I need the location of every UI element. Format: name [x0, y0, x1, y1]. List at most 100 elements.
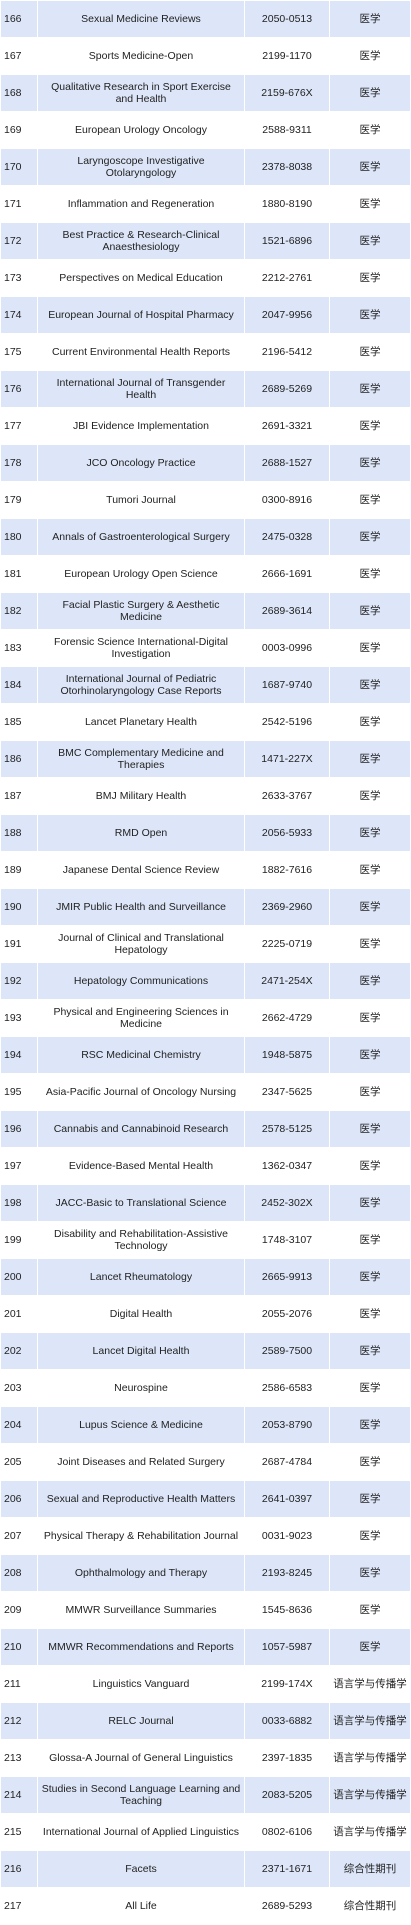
row-number: 195	[0, 1073, 38, 1111]
category: 医学	[329, 814, 411, 852]
table-row: 206 Sexual and Reproductive Health Matter…	[0, 1480, 411, 1518]
journal-title: International Journal of Transgender Hea…	[37, 370, 245, 408]
row-number: 168	[0, 74, 38, 112]
issn: 2397-1835	[244, 1739, 330, 1777]
issn: 2347-5625	[244, 1073, 330, 1111]
category: 医学	[329, 1147, 411, 1185]
journal-title: Facets	[37, 1850, 245, 1888]
journal-title: Asia-Pacific Journal of Oncology Nursing	[37, 1073, 245, 1111]
row-number: 169	[0, 111, 38, 149]
issn: 1545-8636	[244, 1591, 330, 1629]
table-row: 207 Physical Therapy & Rehabilitation Jou…	[0, 1517, 411, 1555]
category: 医学	[329, 222, 411, 260]
category: 医学	[329, 296, 411, 334]
issn: 2371-1671	[244, 1850, 330, 1888]
journal-title: All Life	[37, 1887, 245, 1925]
table-row: 193 Physical and Engineering Sciences in …	[0, 999, 411, 1037]
journal-title: European Urology Oncology	[37, 111, 245, 149]
journal-title: Lancet Rheumatology	[37, 1258, 245, 1296]
journal-title: Annals of Gastroenterological Surgery	[37, 518, 245, 556]
row-number: 174	[0, 296, 38, 334]
table-row: 167 Sports Medicine-Open 2199-1170 医学	[0, 37, 411, 75]
category: 医学	[329, 37, 411, 75]
table-row: 195 Asia-Pacific Journal of Oncology Nurs…	[0, 1073, 411, 1111]
table-row: 212 RELC Journal 0033-6882 语言学与传播学	[0, 1702, 411, 1740]
category: 医学	[329, 629, 411, 667]
row-number: 172	[0, 222, 38, 260]
category: 医学	[329, 1295, 411, 1333]
issn: 1471-227X	[244, 740, 330, 778]
journal-title: Lancet Planetary Health	[37, 703, 245, 741]
table-row: 192 Hepatology Communications 2471-254X 医学	[0, 962, 411, 1000]
table-row: 214 Studies in Second Language Learning a…	[0, 1776, 411, 1814]
table-row: 170 Laryngoscope Investigative Otolaryngo…	[0, 148, 411, 186]
row-number: 170	[0, 148, 38, 186]
row-number: 179	[0, 481, 38, 519]
table-row: 200 Lancet Rheumatology 2665-9913 医学	[0, 1258, 411, 1296]
row-number: 198	[0, 1184, 38, 1222]
category: 医学	[329, 0, 411, 38]
category: 医学	[329, 962, 411, 1000]
issn: 2588-9311	[244, 111, 330, 149]
category: 医学	[329, 444, 411, 482]
category: 医学	[329, 1221, 411, 1259]
category: 医学	[329, 333, 411, 371]
journal-title: RSC Medicinal Chemistry	[37, 1036, 245, 1074]
row-number: 191	[0, 925, 38, 963]
journal-title: MMWR Recommendations and Reports	[37, 1628, 245, 1666]
category: 医学	[329, 703, 411, 741]
issn: 2662-4729	[244, 999, 330, 1037]
issn: 2196-5412	[244, 333, 330, 371]
journal-title: Ophthalmology and Therapy	[37, 1554, 245, 1592]
issn: 2050-0513	[244, 0, 330, 38]
issn: 2452-302X	[244, 1184, 330, 1222]
row-number: 212	[0, 1702, 38, 1740]
table-row: 176 International Journal of Transgender …	[0, 370, 411, 408]
journal-title: JBI Evidence Implementation	[37, 407, 245, 445]
journal-title: European Journal of Hospital Pharmacy	[37, 296, 245, 334]
table-row: 216 Facets 2371-1671 综合性期刊	[0, 1850, 411, 1888]
category: 医学	[329, 1332, 411, 1370]
category: 医学	[329, 518, 411, 556]
table-row: 217 All Life 2689-5293 综合性期刊	[0, 1887, 411, 1925]
category: 医学	[329, 111, 411, 149]
category: 综合性期刊	[329, 1887, 411, 1925]
category: 医学	[329, 851, 411, 889]
table-row: 203 Neurospine 2586-6583 医学	[0, 1369, 411, 1407]
table-row: 175 Current Environmental Health Reports 2…	[0, 333, 411, 371]
row-number: 196	[0, 1110, 38, 1148]
issn: 1521-6896	[244, 222, 330, 260]
table-row: 168 Qualitative Research in Sport Exercis…	[0, 74, 411, 112]
table-row: 198 JACC-Basic to Translational Science 24…	[0, 1184, 411, 1222]
table-row: 171 Inflammation and Regeneration 1880-819…	[0, 185, 411, 223]
category: 医学	[329, 1036, 411, 1074]
issn: 2475-0328	[244, 518, 330, 556]
table-row: 188 RMD Open 2056-5933 医学	[0, 814, 411, 852]
category: 医学	[329, 481, 411, 519]
category: 医学	[329, 1480, 411, 1518]
category: 医学	[329, 555, 411, 593]
row-number: 185	[0, 703, 38, 741]
table-row: 174 European Journal of Hospital Pharmacy…	[0, 296, 411, 334]
table-row: 187 BMJ Military Health 2633-3767 医学	[0, 777, 411, 815]
journal-title: Journal of Clinical and Translational He…	[37, 925, 245, 963]
row-number: 177	[0, 407, 38, 445]
row-number: 199	[0, 1221, 38, 1259]
category: 医学	[329, 1406, 411, 1444]
issn: 1687-9740	[244, 666, 330, 704]
issn: 2471-254X	[244, 962, 330, 1000]
category: 医学	[329, 1110, 411, 1148]
row-number: 186	[0, 740, 38, 778]
row-number: 167	[0, 37, 38, 75]
issn: 2056-5933	[244, 814, 330, 852]
issn: 1948-5875	[244, 1036, 330, 1074]
category: 医学	[329, 1184, 411, 1222]
row-number: 192	[0, 962, 38, 1000]
table-row: 173 Perspectives on Medical Education 2212…	[0, 259, 411, 297]
row-number: 215	[0, 1813, 38, 1851]
table-row: 185 Lancet Planetary Health 2542-5196 医学	[0, 703, 411, 741]
journal-title: Laryngoscope Investigative Otolaryngolog…	[37, 148, 245, 186]
journal-title: Digital Health	[37, 1295, 245, 1333]
category: 医学	[329, 1554, 411, 1592]
